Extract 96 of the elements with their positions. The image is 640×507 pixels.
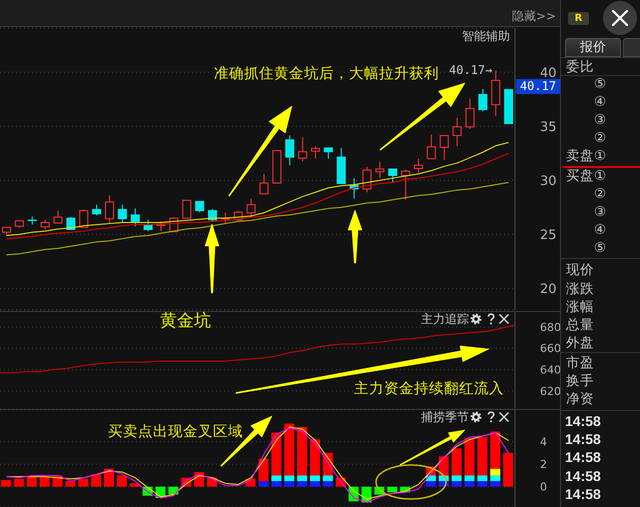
y-tick-label: 660 — [540, 342, 561, 356]
bar — [452, 475, 462, 482]
bar — [78, 478, 88, 487]
text: ③ — [594, 204, 606, 220]
candlestick — [452, 117, 462, 147]
bar — [310, 481, 320, 487]
bar — [490, 475, 500, 482]
bar — [284, 475, 294, 482]
text: ⑤ — [594, 240, 606, 256]
annotation: 买卖点出现金叉区域 — [108, 424, 243, 442]
candlestick — [375, 161, 384, 179]
bar — [464, 438, 474, 476]
bar — [297, 475, 308, 482]
bar — [271, 475, 282, 482]
y-tick-label: 20 — [540, 282, 557, 298]
badge: R — [568, 12, 589, 25]
text: 14:58 — [565, 448, 601, 466]
bar — [65, 481, 76, 487]
y-tick-label: 30 — [540, 174, 557, 189]
text: ② — [594, 186, 606, 202]
bar — [271, 432, 282, 476]
candlestick — [285, 135, 294, 166]
text: 净资 — [566, 390, 594, 408]
chart-title: 智能辅助 — [462, 28, 510, 44]
bar — [271, 481, 282, 487]
bar — [503, 452, 514, 487]
bar — [91, 474, 102, 487]
bar — [490, 468, 500, 476]
text: 总量 — [566, 316, 594, 334]
y-tick-label: 640 — [540, 363, 561, 376]
bar — [464, 481, 474, 487]
text: 14:58 — [565, 430, 601, 448]
bar — [258, 458, 268, 482]
bar — [104, 468, 114, 487]
chart-title: 主力追踪 — [421, 312, 469, 326]
text: 换手 — [566, 372, 594, 390]
bar — [1, 480, 11, 487]
text: ② — [594, 130, 606, 146]
bar — [297, 427, 308, 476]
tab: 报价 — [565, 38, 621, 57]
text: ④ — [594, 94, 606, 110]
y-tick-label: 2 — [540, 458, 547, 472]
text: ④ — [594, 222, 606, 238]
chart-title: 捕捞季节 — [421, 410, 469, 424]
text: 外盘 — [566, 334, 594, 352]
bar — [452, 448, 462, 476]
bar — [40, 476, 50, 487]
text: 40.17 — [516, 79, 560, 94]
line-series — [6, 182, 510, 256]
y-tick-label: 620 — [540, 384, 561, 398]
text: ⑤ — [594, 76, 606, 92]
candlestick — [414, 158, 423, 174]
text: 14:58 — [565, 412, 601, 430]
bar — [477, 437, 488, 476]
candlestick — [491, 70, 500, 117]
bar — [258, 481, 268, 487]
bar — [387, 486, 398, 492]
text: 买盘① — [566, 168, 606, 184]
text: 现价 — [566, 262, 594, 278]
bar — [464, 475, 474, 482]
text: 隐藏>> — [512, 8, 556, 24]
y-tick-label: 680 — [540, 320, 561, 334]
bar — [477, 475, 488, 482]
bar — [284, 481, 294, 487]
text: 涨跌 — [566, 280, 594, 298]
annotation: 准确抓住黄金坑后，大幅拉升获利 — [214, 66, 439, 84]
y-tick-label: 25 — [540, 228, 557, 243]
bar — [26, 476, 37, 487]
bar — [14, 478, 24, 487]
bar — [452, 481, 462, 487]
annotation: 40.17→ — [449, 62, 492, 78]
text: 14:58 — [565, 468, 601, 484]
candlestick — [298, 136, 308, 162]
bar — [116, 475, 127, 487]
text: 市盈 — [566, 354, 594, 372]
bar — [322, 475, 333, 482]
y-tick-label: 35 — [540, 120, 557, 135]
text: ③ — [594, 112, 606, 128]
annotation: 主力资金持续翻红流入 — [354, 381, 504, 399]
bar — [490, 481, 500, 487]
bar — [297, 481, 308, 487]
bar — [490, 432, 500, 469]
text: 卖盘① — [566, 148, 606, 164]
bar — [477, 481, 488, 487]
bar — [284, 424, 294, 476]
bar — [310, 439, 320, 476]
annotation: 黄金坑 — [160, 310, 211, 332]
bar — [310, 475, 320, 482]
y-tick-label: 4 — [540, 436, 547, 449]
bar — [426, 481, 436, 487]
y-tick-label: 40 — [540, 66, 557, 81]
text: 14:58 — [565, 486, 601, 502]
text: 涨幅 — [566, 298, 594, 316]
y-tick-label: 0 — [540, 480, 547, 494]
bar — [322, 481, 333, 487]
text: 委比 — [566, 58, 594, 76]
